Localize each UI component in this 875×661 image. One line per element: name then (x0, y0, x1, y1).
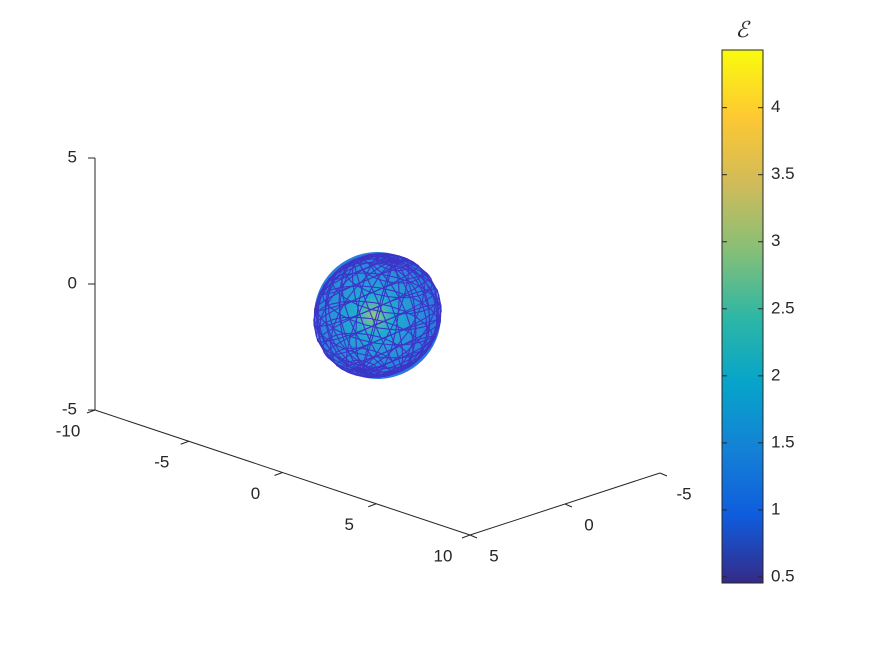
mesh-line (315, 257, 394, 371)
colorbar-tick-label: 2.5 (771, 298, 795, 317)
x-tick (461, 534, 471, 539)
y-tick (469, 534, 478, 539)
colorbar-tick-label: 2 (771, 365, 780, 384)
colorbar-tick-label: 4 (771, 97, 780, 116)
mesh-line (361, 260, 440, 374)
mesh-line (361, 260, 431, 376)
mesh-line (361, 254, 395, 371)
x-tick-label: -5 (154, 453, 169, 472)
mesh-line (324, 255, 394, 371)
mesh-line (361, 259, 426, 371)
y-tick (564, 503, 573, 508)
mesh-line (339, 253, 394, 371)
mesh-line (355, 253, 394, 371)
colorbar-tick-label: 3 (771, 231, 780, 250)
x-tick-label: 5 (345, 515, 354, 534)
mesh-line (361, 260, 416, 378)
y-tick (659, 472, 668, 477)
y-tick-label: 0 (584, 515, 593, 534)
mesh-line (360, 260, 394, 377)
mesh-line (345, 260, 394, 375)
x-tick (274, 472, 283, 476)
mesh-line (361, 256, 410, 371)
x-tick-label: 10 (434, 546, 453, 565)
y-tick-label: 5 (489, 546, 498, 565)
x-tick-label: -10 (56, 421, 81, 440)
colorbar-tick-label: 3.5 (771, 164, 795, 183)
z-tick-label: -5 (62, 399, 77, 418)
z-tick-label: 0 (68, 273, 77, 292)
colorbar-title: ℰ (735, 17, 751, 42)
colorbar-tick-label: 1 (771, 499, 780, 518)
y-tick-label: -5 (676, 484, 691, 503)
mesh-line (329, 260, 394, 372)
z-tick-label: 5 (68, 147, 77, 166)
mesh-line (361, 260, 437, 371)
colorbar (721, 49, 764, 584)
colorbar-tick-label: 1.5 (771, 432, 795, 451)
x-tick-label: 0 (251, 484, 260, 503)
x-tick (180, 440, 189, 445)
mesh-line (361, 260, 400, 378)
mesh-line (361, 260, 442, 371)
sphere-mesh (313, 253, 442, 378)
x-tick (368, 503, 377, 508)
colorbar-tick-label: 0.5 (771, 566, 795, 585)
